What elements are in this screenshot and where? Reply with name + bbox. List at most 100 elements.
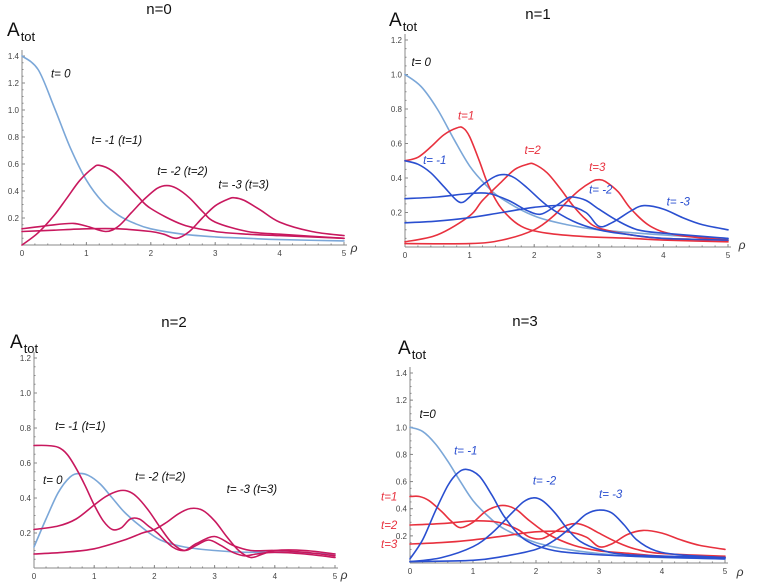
y-tick-label: 0.4	[391, 174, 403, 183]
y-axis-label-main: A	[7, 20, 20, 41]
y-tick-label: 1.0	[396, 423, 408, 432]
curve-annotation: t= 0	[43, 475, 63, 487]
x-tick-label: 5	[342, 249, 347, 258]
x-tick-label: 5	[333, 572, 338, 581]
curve-annotation: t= -2	[533, 475, 557, 487]
series-line	[33, 444, 336, 557]
curve-annotation: t=2	[525, 145, 542, 157]
side-annotation: t=3	[381, 539, 398, 551]
panel-title: n=2	[161, 314, 186, 331]
y-axis-label-sub: tot	[24, 341, 39, 356]
y-axis-label: Atot	[10, 332, 39, 356]
y-tick-label: 0.2	[20, 529, 32, 538]
series-line	[33, 472, 336, 555]
curve-annotation: t= -3 (t=3)	[218, 179, 269, 191]
series-line	[21, 164, 345, 246]
y-tick-label: 0.4	[20, 494, 32, 503]
y-axis-label-sub: tot	[21, 29, 36, 44]
series-line	[404, 160, 729, 241]
x-axis-label: ρ	[736, 565, 744, 579]
y-tick-label: 0.2	[396, 532, 408, 541]
x-tick-label: 1	[92, 572, 97, 581]
y-tick-label: 0.8	[396, 450, 408, 459]
y-axis-label: Atot	[398, 338, 427, 362]
series-line	[409, 529, 726, 551]
x-tick-label: 0	[403, 251, 408, 260]
x-tick-label: 1	[84, 249, 89, 258]
curve-annotation: t=3	[589, 162, 606, 174]
curve-annotation: t= -3 (t=3)	[227, 484, 278, 496]
curve-annotation: t= -3	[599, 489, 623, 501]
curve-annotation: t= -1	[454, 445, 477, 457]
side-annotation: t=2	[381, 520, 398, 532]
x-tick-label: 2	[534, 567, 539, 576]
side-annotation: t=1	[381, 492, 397, 504]
series-line	[409, 468, 726, 560]
x-axis-label: ρ	[350, 241, 358, 255]
series-line	[21, 184, 345, 240]
series-line	[409, 497, 726, 563]
curve-annotation: t=0	[419, 409, 436, 421]
x-tick-label: 2	[532, 251, 537, 260]
curve-annotation: t= -1 (t=1)	[55, 421, 106, 433]
x-tick-label: 1	[467, 251, 472, 260]
y-tick-label: 0.6	[396, 478, 408, 487]
x-tick-label: 4	[273, 572, 278, 581]
curve-annotation: t=1	[458, 110, 474, 122]
series-line	[404, 178, 729, 245]
curve-annotation: t= -2	[589, 185, 613, 197]
series-line	[409, 509, 726, 563]
x-tick-label: 2	[149, 249, 154, 258]
x-tick-label: 4	[277, 249, 282, 258]
y-tick-label: 1.2	[8, 79, 20, 88]
curve-annotation: t= -2 (t=2)	[157, 166, 208, 178]
y-tick-label: 0.6	[20, 459, 32, 468]
x-tick-label: 3	[597, 567, 602, 576]
y-tick-label: 1.4	[396, 369, 408, 378]
x-tick-label: 5	[726, 251, 731, 260]
y-tick-label: 1.4	[8, 52, 20, 61]
panel-n0: n=0 Atot ρ 0 1 2 3 4 5 0.2 0.4 0.6 0.8 1.0 1.2 1.4 t= 0 t…	[7, 1, 358, 258]
y-tick-label: 0.6	[391, 140, 403, 149]
y-tick-label: 0.8	[20, 424, 32, 433]
x-tick-label: 4	[660, 567, 665, 576]
y-axis-label-main: A	[10, 332, 23, 353]
y-axis-label-main: A	[389, 10, 402, 31]
series-line	[21, 55, 345, 242]
series-line	[409, 495, 726, 559]
x-tick-label: 0	[20, 249, 25, 258]
y-tick-label: 0.2	[8, 214, 20, 223]
panel-n1: n=1 Atot ρ 0 1 2 3 4 5 0.2 0.4 0.6 0.8 1.0 1.2 t= 0 t=1 t…	[389, 6, 746, 260]
panel-n2: n=2 Atot ρ 0 1 2 3 4 5 0.2 0.4 0.6 0.8 1.0 1.2 t= 0 t= -…	[10, 314, 348, 582]
x-tick-label: 3	[212, 572, 217, 581]
curve-annotation: t= -1 (t=1)	[92, 135, 143, 147]
y-tick-label: 0.8	[8, 133, 20, 142]
y-tick-label: 1.0	[391, 71, 403, 80]
x-tick-label: 3	[213, 249, 218, 258]
y-tick-label: 0.8	[391, 105, 403, 114]
x-tick-label: 0	[32, 572, 37, 581]
y-axis-label: Atot	[7, 20, 36, 44]
panel-n3: n=3 Atot ρ 0 1 2 3 4 5 0.2 0.4 0.6 0.8 1.0 1.2 1.4 t=0 t=…	[381, 313, 744, 579]
y-tick-label: 1.2	[391, 36, 403, 45]
series-line	[21, 196, 345, 240]
x-axis-label: ρ	[340, 568, 348, 582]
curve-annotation: t= 0	[51, 69, 71, 81]
y-axis-label-sub: tot	[403, 19, 418, 34]
x-tick-label: 2	[152, 572, 157, 581]
panel-title: n=3	[512, 313, 537, 330]
x-tick-label: 1	[471, 567, 476, 576]
y-tick-label: 0.4	[396, 505, 408, 514]
y-tick-label: 1.0	[8, 106, 20, 115]
y-axis-label: Atot	[389, 10, 418, 34]
x-tick-label: 5	[723, 567, 728, 576]
series-line	[404, 204, 729, 231]
y-tick-label: 1.0	[20, 389, 32, 398]
x-axis-label: ρ	[738, 238, 746, 252]
curve-annotation: t= 0	[411, 57, 431, 69]
series-line	[409, 520, 726, 557]
series-line	[404, 73, 729, 240]
curve-annotation: t= -1	[423, 155, 446, 167]
x-tick-label: 0	[408, 567, 413, 576]
